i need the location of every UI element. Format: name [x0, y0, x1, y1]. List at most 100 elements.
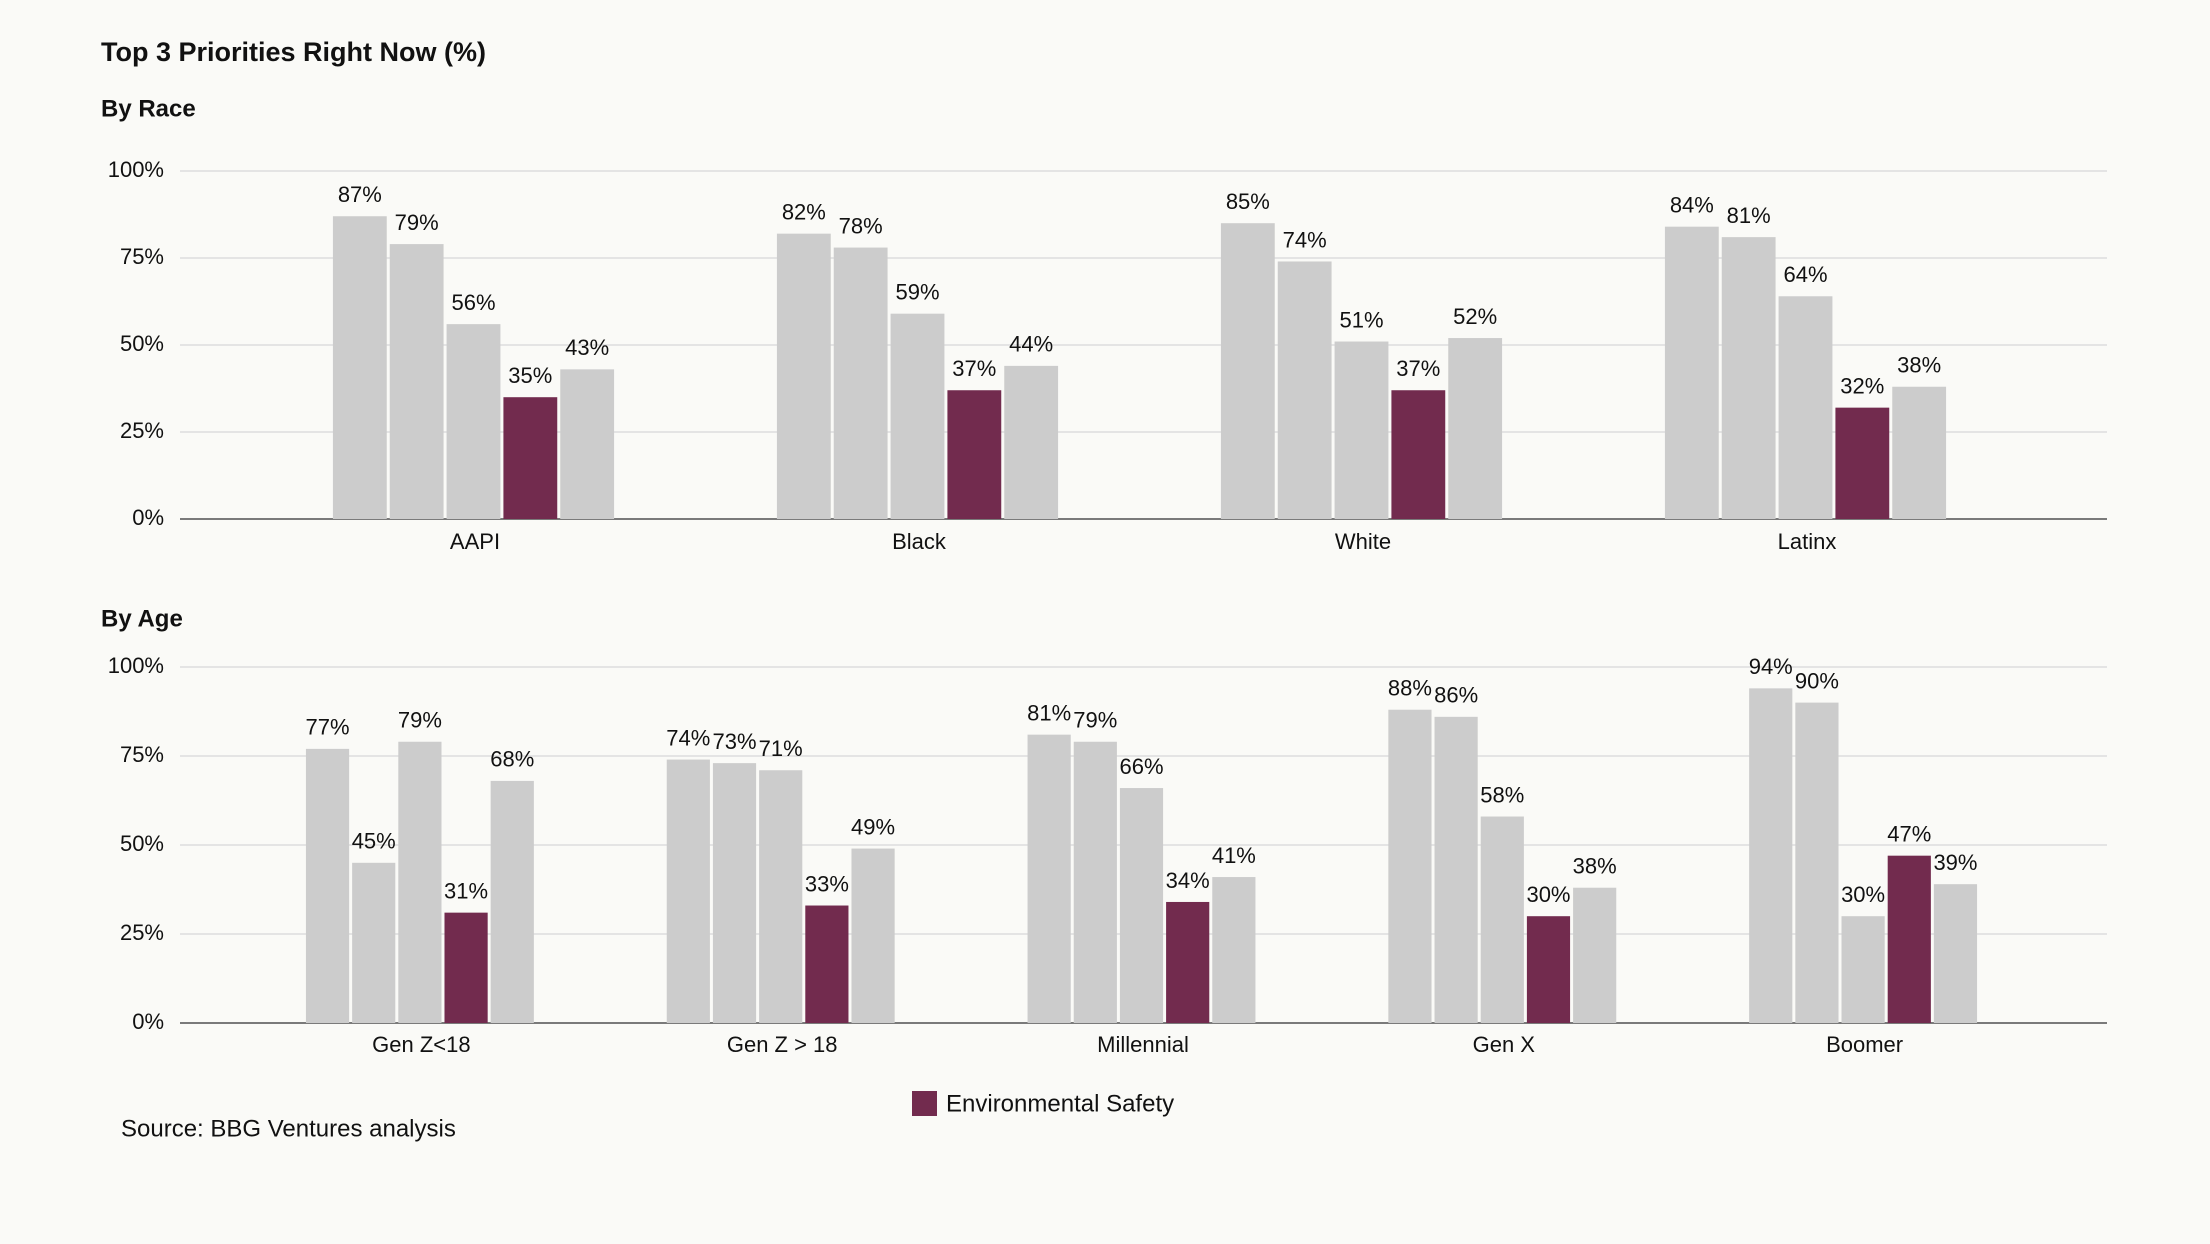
bar [352, 862, 396, 1023]
data-label: 49% [851, 814, 895, 839]
bar [1391, 390, 1446, 519]
data-label: 64% [1783, 262, 1827, 287]
legend-label: Environmental Safety [946, 1090, 1174, 1117]
bar [1119, 788, 1164, 1023]
data-label: 51% [1339, 307, 1383, 332]
bar [1887, 855, 1931, 1023]
bar [759, 770, 803, 1023]
bar [1027, 734, 1071, 1023]
data-label: 82% [782, 199, 826, 224]
data-label: 35% [508, 363, 552, 388]
data-label: 38% [1897, 353, 1941, 378]
y-tick-label: 100% [108, 653, 164, 678]
bar [398, 741, 442, 1023]
x-tick-label: Millennial [1097, 1032, 1189, 1057]
data-label: 37% [1396, 356, 1440, 381]
data-label: 56% [451, 290, 495, 315]
bar [1212, 877, 1256, 1023]
bar [1166, 901, 1210, 1023]
data-label: 31% [444, 878, 488, 903]
data-label: 79% [1073, 708, 1117, 733]
data-label: 43% [565, 335, 609, 360]
data-label: 77% [306, 715, 350, 740]
data-label: 37% [952, 356, 996, 381]
x-tick-label: Gen Z > 18 [727, 1032, 838, 1057]
bar [666, 759, 710, 1023]
data-label: 34% [1166, 868, 1210, 893]
data-label: 59% [895, 279, 939, 304]
x-tick-label: AAPI [450, 529, 500, 554]
bar [1220, 223, 1275, 519]
bar [446, 324, 501, 519]
x-tick-label: Latinx [1778, 529, 1837, 554]
y-tick-label: 75% [120, 742, 164, 767]
y-tick-label: 50% [120, 831, 164, 856]
chart-title: Top 3 Priorities Right Now (%) [101, 37, 486, 67]
y-tick-label: 100% [108, 157, 164, 182]
x-tick-label: Black [892, 529, 947, 554]
data-label: 74% [666, 725, 710, 750]
bar [1526, 916, 1571, 1023]
data-label: 79% [395, 210, 439, 235]
bar [1004, 365, 1059, 519]
data-label: 81% [1727, 203, 1771, 228]
data-label: 41% [1212, 843, 1256, 868]
data-label: 79% [398, 708, 442, 733]
data-label: 32% [1840, 373, 1884, 398]
y-tick-label: 0% [132, 505, 164, 530]
bar [1841, 916, 1885, 1023]
data-label: 33% [805, 871, 849, 896]
data-label: 78% [839, 213, 883, 238]
x-tick-label: White [1335, 529, 1391, 554]
x-tick-label: Gen Z<18 [372, 1032, 470, 1057]
bar [1778, 296, 1833, 519]
data-label: 68% [490, 747, 534, 772]
bar [1933, 884, 1978, 1023]
y-tick-label: 25% [120, 418, 164, 443]
x-tick-label: Boomer [1826, 1032, 1903, 1057]
bar [1388, 709, 1432, 1023]
data-label: 47% [1887, 821, 1931, 846]
data-label: 30% [1841, 882, 1885, 907]
bar [389, 244, 444, 519]
data-label: 39% [1933, 850, 1977, 875]
bar [560, 369, 615, 519]
data-label: 85% [1226, 189, 1270, 214]
bar [1480, 816, 1524, 1023]
bar [1277, 261, 1332, 519]
y-tick-label: 25% [120, 920, 164, 945]
data-label: 74% [1283, 227, 1327, 252]
bar [503, 397, 558, 519]
bar [1334, 341, 1389, 519]
data-label: 94% [1749, 654, 1793, 679]
data-label: 66% [1119, 754, 1163, 779]
data-label: 90% [1795, 668, 1839, 693]
bar [1835, 407, 1890, 519]
bar [1434, 716, 1478, 1023]
data-label: 52% [1453, 304, 1497, 329]
y-tick-label: 50% [120, 331, 164, 356]
legend-swatch [912, 1091, 937, 1116]
bar [305, 748, 350, 1023]
x-tick-label: Gen X [1473, 1032, 1536, 1057]
data-label: 44% [1009, 332, 1053, 357]
bar [1721, 237, 1776, 519]
bar [712, 763, 757, 1023]
data-label: 87% [338, 182, 382, 207]
bar [1448, 338, 1503, 519]
bar [1795, 702, 1839, 1023]
data-label: 73% [712, 729, 756, 754]
bar [833, 247, 888, 519]
y-tick-label: 0% [132, 1009, 164, 1034]
data-label: 81% [1027, 700, 1071, 725]
bar [1749, 688, 1793, 1023]
bar [1892, 386, 1947, 519]
bar [1664, 226, 1719, 519]
data-label: 71% [759, 736, 803, 761]
data-label: 86% [1434, 683, 1478, 708]
chart-subtitle: By Age [101, 605, 183, 632]
data-label: 84% [1670, 192, 1714, 217]
bar [444, 912, 488, 1023]
